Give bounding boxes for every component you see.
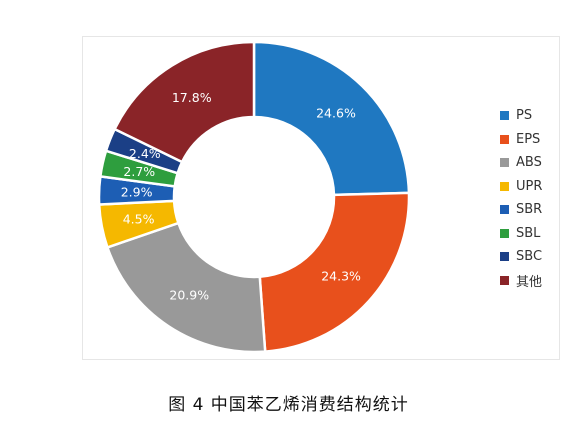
slice-data-label-7: 17.8% (172, 90, 212, 105)
legend-swatch-abs (500, 158, 509, 168)
legend-item-eps: EPS (500, 128, 542, 152)
legend-item-other: 其他 (500, 269, 542, 293)
legend-item-sbl: SBL (500, 222, 542, 246)
legend-swatch-ps (500, 111, 509, 121)
legend-swatch-upr (500, 181, 509, 191)
legend-label-ps: PS (516, 108, 533, 124)
donut-slice-0 (252, 40, 411, 197)
legend-item-sbr: SBR (500, 198, 542, 222)
legend-item-abs: ABS (500, 151, 542, 175)
legend-label-abs: ABS (516, 155, 542, 171)
slice-data-label-0: 24.6% (316, 105, 356, 120)
legend-swatch-sbc (500, 252, 509, 262)
donut-slice-2 (105, 221, 267, 354)
slice-data-label-4: 2.9% (121, 185, 153, 200)
donut-slice-7 (112, 40, 256, 164)
donut-slice-1 (258, 191, 411, 353)
legend-swatch-sbr (500, 205, 509, 215)
legend-item-ps: PS (500, 104, 542, 128)
legend-label-sbc: SBC (516, 249, 543, 265)
figure-caption: 图 4 中国苯乙烯消费结构统计 (168, 395, 409, 415)
legend-swatch-other (500, 275, 509, 285)
legend-label-sbr: SBR (516, 202, 543, 218)
legend-swatch-sbl (500, 228, 509, 238)
slice-data-label-2: 20.9% (169, 288, 209, 303)
legend-label-other: 其他 (516, 274, 543, 290)
chart-legend: PS EPS ABS UPR SBR SBL SBC 其他 (500, 104, 542, 292)
legend-label-upr: UPR (516, 178, 543, 194)
slice-data-label-1: 24.3% (321, 268, 361, 283)
legend-swatch-eps (500, 134, 509, 144)
legend-label-eps: EPS (516, 131, 541, 147)
slice-data-label-5: 2.7% (123, 164, 155, 179)
legend-item-upr: UPR (500, 175, 542, 199)
legend-label-sbl: SBL (516, 225, 541, 241)
slice-data-label-6: 2.4% (129, 146, 161, 161)
legend-item-sbc: SBC (500, 245, 542, 269)
slice-data-label-3: 4.5% (123, 212, 155, 227)
